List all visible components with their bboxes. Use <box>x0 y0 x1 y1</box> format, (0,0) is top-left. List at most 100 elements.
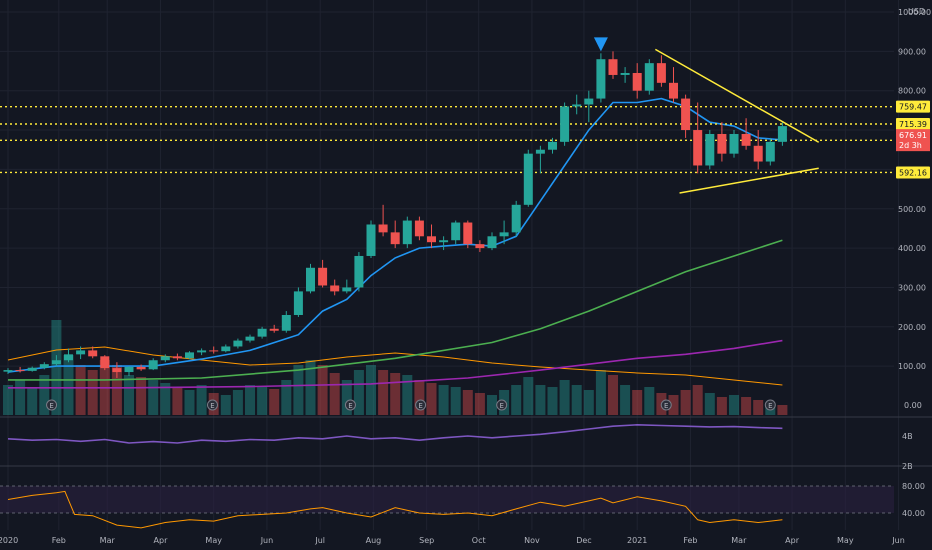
candle-body <box>487 236 497 249</box>
last-price-label: 676.91 <box>899 131 927 140</box>
price-tick-label: 100.00 <box>898 362 926 371</box>
earnings-icon-label: E <box>49 402 53 410</box>
candle-body <box>729 133 739 154</box>
candle-body <box>378 224 388 233</box>
price-tick-label: 200.00 <box>898 323 926 332</box>
volume-bar <box>305 360 316 415</box>
time-axis-bg <box>0 530 932 550</box>
volume-bar <box>753 400 764 415</box>
time-tick-label: 2020 <box>0 536 18 545</box>
candle-body <box>777 126 787 142</box>
earnings-icon <box>764 399 776 411</box>
volume-bar <box>462 390 473 415</box>
candle-body <box>27 367 37 371</box>
volume-bar <box>317 365 328 415</box>
volume-bar <box>3 385 13 415</box>
markers <box>593 37 608 52</box>
candle-body <box>3 370 13 372</box>
candle-body <box>342 287 352 292</box>
time-tick-label: Jul <box>314 536 325 545</box>
time-tick-label: Apr <box>785 536 800 545</box>
candle-body <box>64 354 73 361</box>
candle-body <box>753 145 763 162</box>
earnings-icon-label: E <box>499 402 503 410</box>
price-tick-label: 500.00 <box>898 205 926 214</box>
volume-bar <box>111 365 122 415</box>
volume-bar <box>220 395 231 415</box>
volume-bar <box>124 375 134 415</box>
trendline <box>654 48 820 143</box>
trendlines[interactable] <box>654 48 820 194</box>
level-price-tag <box>896 100 930 113</box>
candle-body <box>136 366 146 370</box>
candle-body <box>209 350 219 352</box>
candle-body <box>463 222 473 245</box>
time-tick-label: Nov <box>524 536 540 545</box>
candles <box>3 51 787 378</box>
candle-body <box>475 244 485 249</box>
candle-body <box>354 255 364 288</box>
candle-body <box>233 340 243 347</box>
candle-body <box>584 98 594 105</box>
volume-bar <box>51 320 62 415</box>
candle-body <box>366 224 376 256</box>
candle-body <box>51 360 61 365</box>
volume-bar <box>559 380 570 415</box>
volume-bar <box>680 390 691 415</box>
candle-body <box>560 106 570 142</box>
time-tick-label: Dec <box>576 536 591 545</box>
volume-bar <box>729 395 739 415</box>
indicator-panes: 4B 2B 80.00 40.00 <box>0 416 932 529</box>
last-price-tag <box>896 129 930 152</box>
volume-bar <box>450 387 461 415</box>
candle-body <box>330 285 340 292</box>
candle-body <box>172 356 182 359</box>
candle-body <box>221 346 231 352</box>
earnings-icon-label: E <box>664 402 668 410</box>
level-price-label: 715.39 <box>899 120 927 129</box>
candle-body <box>269 328 279 331</box>
earnings-icon-label: E <box>210 402 214 410</box>
sell-arrow-icon <box>593 37 608 52</box>
volume-bar <box>692 385 703 415</box>
candle-body <box>76 350 86 355</box>
candle-body <box>451 222 461 241</box>
earnings-icon <box>46 399 58 411</box>
indicator-line <box>7 423 783 444</box>
candle-body <box>39 364 49 368</box>
rsi-line <box>7 490 783 529</box>
volume-bar <box>196 385 207 415</box>
volume-bar <box>644 387 655 415</box>
candle-body <box>306 267 315 292</box>
volume-bar <box>414 380 425 415</box>
volume-bar <box>353 370 364 415</box>
candle-body <box>112 368 122 373</box>
volume-tick-label: 0.00 <box>904 401 922 410</box>
time-tick-label: Mar <box>100 536 116 545</box>
volume-bar <box>27 387 38 415</box>
indicator-value-label: 4B <box>902 432 913 441</box>
time-axis[interactable]: 2020 Feb Mar Apr May Jun Jul Aug Sep Oct Nov Dec 202… <box>0 530 932 550</box>
volume-bar <box>136 377 147 415</box>
earnings-icon-label: E <box>768 402 772 410</box>
volume-bar <box>535 385 546 415</box>
price-axis[interactable]: 1000.00900.00800.00700.00600.00500.00400… <box>896 8 931 410</box>
volume-bar <box>716 397 727 415</box>
level-price-label: 759.47 <box>899 103 927 112</box>
volume-bar <box>15 380 26 415</box>
volume-bar <box>87 370 98 415</box>
candle-body <box>644 63 654 91</box>
volume-ma-line <box>7 346 783 386</box>
time-tick-label: Jun <box>260 536 274 545</box>
candle-body <box>620 72 630 75</box>
volume-bar <box>426 383 437 415</box>
time-tick-label: Apr <box>154 536 169 545</box>
volume-bar <box>474 393 485 415</box>
candle-body <box>669 82 678 99</box>
time-tick-label: May <box>205 536 222 545</box>
volume-bar <box>511 385 522 415</box>
volume-bar <box>75 365 86 415</box>
